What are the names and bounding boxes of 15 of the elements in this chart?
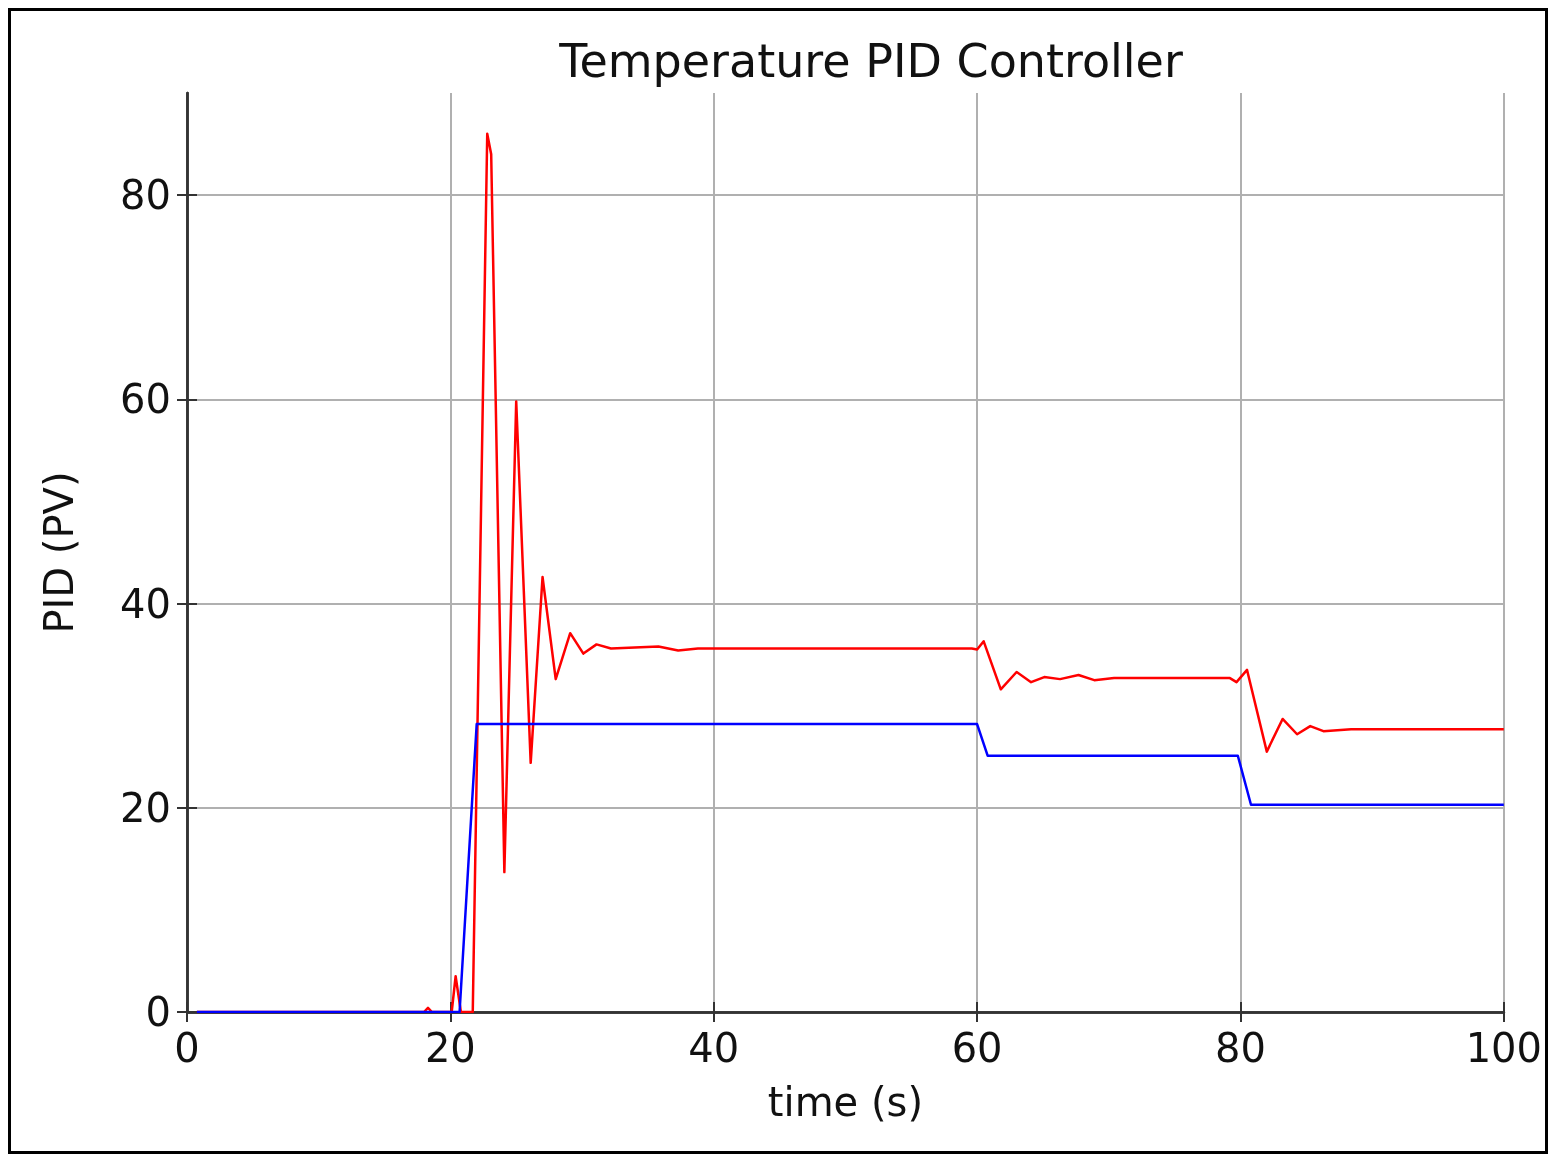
chart-title: Temperature PID Controller (558, 34, 1183, 88)
line-series (195, 722, 1506, 1014)
y-tick-label: 60 (120, 376, 171, 423)
y-tick-label: 0 (145, 989, 171, 1035)
y-tick-label: 40 (120, 580, 171, 627)
x-tick-label: 0 (174, 1025, 200, 1071)
x-axis-title: time (s) (767, 1079, 923, 1125)
y-tick-label: 80 (120, 172, 171, 219)
x-tick-label: 60 (951, 1025, 1003, 1071)
x-tick-label: 80 (1215, 1025, 1266, 1071)
x-tick-label: 40 (688, 1025, 740, 1071)
x-tick-label: 100 (1465, 1025, 1543, 1071)
y-axis-title: PID (PV) (36, 471, 82, 634)
x-tick-label: 20 (424, 1025, 476, 1071)
y-tick-label: 20 (120, 784, 171, 831)
